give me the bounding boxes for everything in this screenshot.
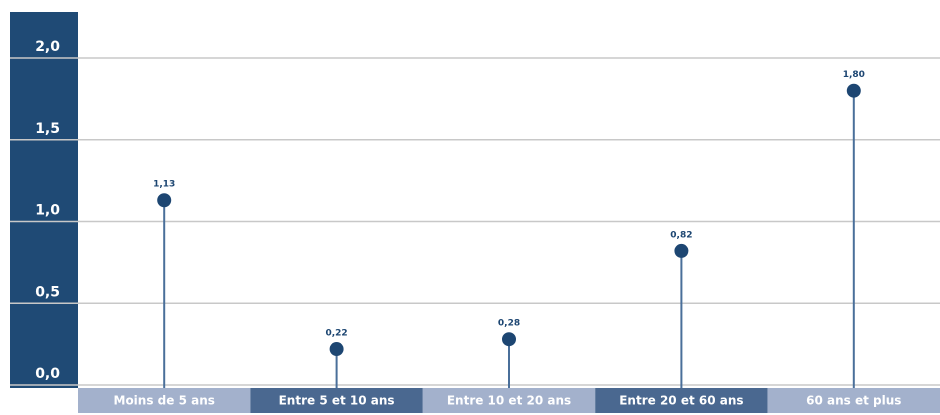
dot — [846, 83, 861, 98]
dot — [502, 332, 516, 347]
dot — [329, 342, 344, 357]
value-label: 0,82 — [670, 230, 692, 240]
value-label: 0,22 — [325, 329, 347, 339]
category-band — [78, 388, 251, 413]
value-label: 1,13 — [153, 180, 175, 190]
category-band — [422, 388, 596, 413]
y-tick-label: 2,0 — [35, 39, 60, 55]
y-tick-label: 1,0 — [35, 203, 60, 219]
value-label: 1,80 — [843, 70, 865, 80]
category-band — [767, 388, 940, 413]
value-label: 0,28 — [498, 319, 520, 329]
dot — [674, 243, 689, 258]
dot — [157, 193, 172, 208]
x-tick-label: Moins de 5 ans — [114, 394, 215, 408]
y-tick-label: 0,5 — [35, 284, 60, 300]
y-tick-label: 0,0 — [35, 366, 60, 382]
category-band — [250, 388, 423, 413]
category-band — [595, 388, 768, 413]
x-tick-label: Entre 5 et 10 ans — [279, 394, 395, 408]
x-tick-label: Entre 10 et 20 ans — [447, 394, 571, 408]
x-tick-label: Entre 20 et 60 ans — [619, 394, 743, 408]
y-tick-label: 1,5 — [35, 121, 60, 137]
y-axis-panel — [10, 12, 78, 388]
x-tick-label: 60 ans et plus — [806, 394, 901, 408]
